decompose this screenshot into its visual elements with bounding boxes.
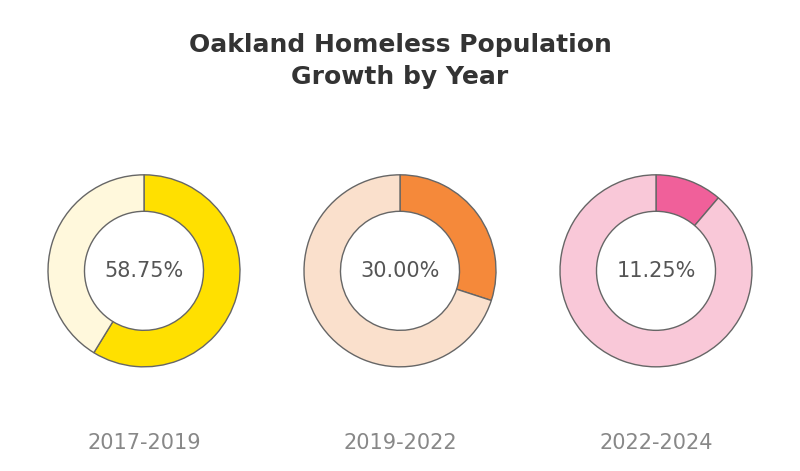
Text: 11.25%: 11.25% xyxy=(616,261,696,281)
Text: 2022-2024: 2022-2024 xyxy=(599,433,713,453)
Text: Oakland Homeless Population
Growth by Year: Oakland Homeless Population Growth by Ye… xyxy=(189,33,611,89)
Text: 30.00%: 30.00% xyxy=(360,261,440,281)
Wedge shape xyxy=(400,175,496,300)
Wedge shape xyxy=(94,175,240,367)
Wedge shape xyxy=(304,175,491,367)
Text: 2019-2022: 2019-2022 xyxy=(343,433,457,453)
Wedge shape xyxy=(48,175,144,353)
Text: 58.75%: 58.75% xyxy=(104,261,184,281)
Text: 2017-2019: 2017-2019 xyxy=(87,433,201,453)
Wedge shape xyxy=(560,175,752,367)
Wedge shape xyxy=(656,175,718,226)
